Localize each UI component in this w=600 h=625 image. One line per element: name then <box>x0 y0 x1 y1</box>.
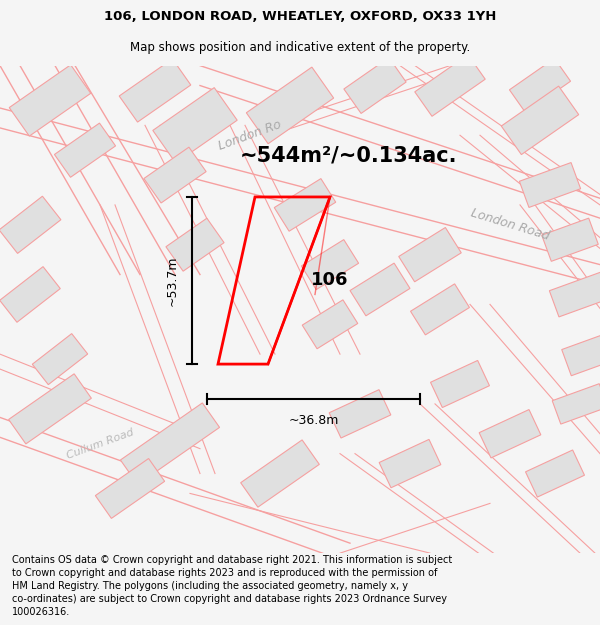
Polygon shape <box>550 272 600 317</box>
Polygon shape <box>379 439 441 488</box>
Polygon shape <box>119 59 191 122</box>
Text: Cullum Road: Cullum Road <box>65 427 135 461</box>
Polygon shape <box>274 179 336 231</box>
Polygon shape <box>509 58 571 112</box>
Polygon shape <box>520 162 581 208</box>
Polygon shape <box>410 284 469 335</box>
Polygon shape <box>153 88 237 163</box>
Polygon shape <box>247 67 334 144</box>
Polygon shape <box>0 196 61 253</box>
Polygon shape <box>562 332 600 376</box>
Polygon shape <box>121 403 220 484</box>
Text: Contains OS data © Crown copyright and database right 2021. This information is : Contains OS data © Crown copyright and d… <box>12 554 452 618</box>
Text: 106: 106 <box>311 271 349 289</box>
Text: ~36.8m: ~36.8m <box>289 414 338 428</box>
Polygon shape <box>9 65 91 136</box>
Polygon shape <box>526 450 584 497</box>
Polygon shape <box>55 123 116 177</box>
Polygon shape <box>479 409 541 458</box>
Polygon shape <box>166 218 224 271</box>
Polygon shape <box>0 267 60 322</box>
Text: London Ro: London Ro <box>217 118 283 152</box>
Polygon shape <box>350 263 410 316</box>
Polygon shape <box>344 58 406 114</box>
Polygon shape <box>241 440 319 507</box>
Polygon shape <box>415 55 485 116</box>
Polygon shape <box>329 389 391 438</box>
Text: London Road: London Road <box>469 207 551 243</box>
Text: 106, LONDON ROAD, WHEATLEY, OXFORD, OX33 1YH: 106, LONDON ROAD, WHEATLEY, OXFORD, OX33… <box>104 10 496 23</box>
Text: ~53.7m: ~53.7m <box>166 255 179 306</box>
Polygon shape <box>399 228 461 282</box>
Text: ~544m²/~0.134ac.: ~544m²/~0.134ac. <box>240 145 458 165</box>
Polygon shape <box>542 218 598 261</box>
Polygon shape <box>552 384 600 424</box>
Polygon shape <box>95 459 164 518</box>
Polygon shape <box>431 361 490 408</box>
Polygon shape <box>8 374 91 444</box>
Polygon shape <box>144 147 206 203</box>
Polygon shape <box>501 86 579 154</box>
Polygon shape <box>32 334 88 384</box>
Text: Map shows position and indicative extent of the property.: Map shows position and indicative extent… <box>130 41 470 54</box>
Polygon shape <box>301 239 359 289</box>
Polygon shape <box>302 300 358 349</box>
